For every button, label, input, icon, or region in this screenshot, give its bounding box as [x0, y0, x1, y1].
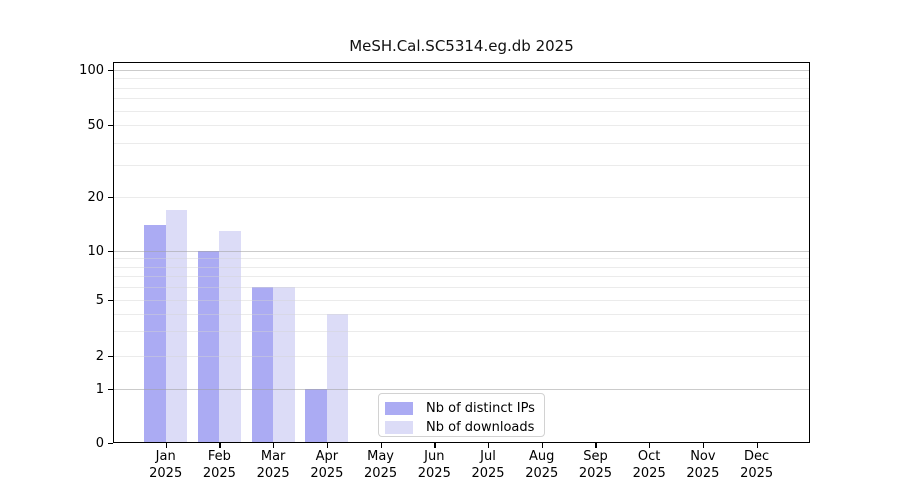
x-tick-mark — [219, 443, 221, 448]
y-tick-mark — [108, 356, 113, 358]
y-tick-mark — [108, 251, 113, 253]
y-tick-label: 100 — [79, 62, 104, 78]
legend: Nb of distinct IPs Nb of downloads — [378, 393, 545, 437]
gridline-y-60 — [113, 110, 810, 112]
x-tick-mark — [380, 443, 382, 448]
x-tick-label: Feb 2025 — [202, 449, 236, 481]
bar-distinct-ips — [305, 389, 327, 443]
gridline-y-100 — [113, 70, 810, 71]
y-tick-mark — [108, 197, 113, 199]
legend-item-distinct-ips: Nb of distinct IPs — [385, 400, 544, 416]
x-tick-mark — [595, 443, 597, 448]
gridline-y-40 — [113, 142, 810, 144]
y-tick-label: 10 — [87, 243, 104, 259]
x-tick-mark — [756, 443, 758, 448]
x-tick-label: Aug 2025 — [525, 449, 559, 481]
y-tick-mark — [108, 125, 113, 127]
legend-swatch-distinct-ips — [385, 401, 413, 415]
x-tick-label: Apr 2025 — [310, 449, 344, 481]
gridline-y-70 — [113, 98, 810, 100]
x-tick-label: Sep 2025 — [578, 449, 612, 481]
x-tick-label: Mar 2025 — [256, 449, 290, 481]
x-tick-mark — [273, 443, 275, 448]
x-tick-mark — [434, 443, 436, 448]
legend-label-downloads: Nb of downloads — [426, 419, 535, 435]
y-tick-mark — [108, 443, 113, 445]
bar-downloads — [326, 313, 349, 443]
y-tick-label: 2 — [95, 348, 104, 364]
x-tick-label: Dec 2025 — [740, 449, 774, 481]
bar-downloads — [219, 230, 241, 443]
x-tick-mark — [649, 443, 651, 448]
gridline-y-1 — [113, 389, 810, 390]
x-tick-mark — [165, 443, 167, 448]
y-tick-mark — [108, 389, 113, 391]
y-tick-label: 20 — [87, 189, 104, 205]
legend-label-distinct-ips: Nb of distinct IPs — [426, 400, 535, 416]
gridline-y-80 — [113, 87, 810, 89]
x-tick-label: Jun 2025 — [417, 449, 451, 481]
gridline-y-30 — [113, 165, 810, 167]
gridline-y-6 — [113, 287, 810, 289]
bar-downloads — [165, 209, 188, 443]
y-tick-label: 0 — [95, 435, 104, 451]
chart-title: MeSH.Cal.SC5314.eg.db 2025 — [349, 37, 574, 55]
x-tick-mark — [488, 443, 490, 448]
gridline-y-20 — [113, 197, 810, 198]
y-tick-mark — [108, 300, 113, 302]
bar-distinct-ips — [198, 251, 220, 443]
x-tick-label: Oct 2025 — [632, 449, 666, 481]
x-tick-mark — [326, 443, 329, 448]
gridline-y-3 — [113, 331, 810, 333]
x-tick-label: Jul 2025 — [471, 449, 505, 481]
bar-distinct-ips — [144, 224, 166, 443]
gridline-y-2 — [113, 356, 810, 357]
plot-area — [113, 62, 810, 443]
x-tick-label: Nov 2025 — [686, 449, 720, 481]
legend-swatch-downloads — [385, 420, 413, 434]
y-tick-label: 50 — [87, 117, 104, 133]
gridline-y-90 — [113, 78, 810, 80]
gridline-y-8 — [113, 266, 810, 268]
y-tick-label: 1 — [95, 381, 104, 397]
x-tick-mark — [541, 443, 544, 448]
gridline-y-5 — [113, 300, 810, 301]
gridline-y-4 — [113, 313, 810, 315]
bar-distinct-ips — [251, 287, 274, 443]
x-tick-mark — [702, 443, 705, 448]
gridline-y-7 — [113, 276, 810, 278]
x-tick-label: Jan 2025 — [149, 449, 183, 481]
gridline-y-10 — [113, 251, 810, 252]
bar-downloads — [273, 287, 295, 443]
gridline-y-9 — [113, 258, 810, 260]
y-tick-mark — [108, 70, 113, 72]
legend-item-downloads: Nb of downloads — [385, 419, 544, 435]
x-tick-label: May 2025 — [364, 449, 398, 481]
gridline-y-50 — [113, 125, 810, 126]
y-tick-label: 5 — [95, 292, 104, 308]
